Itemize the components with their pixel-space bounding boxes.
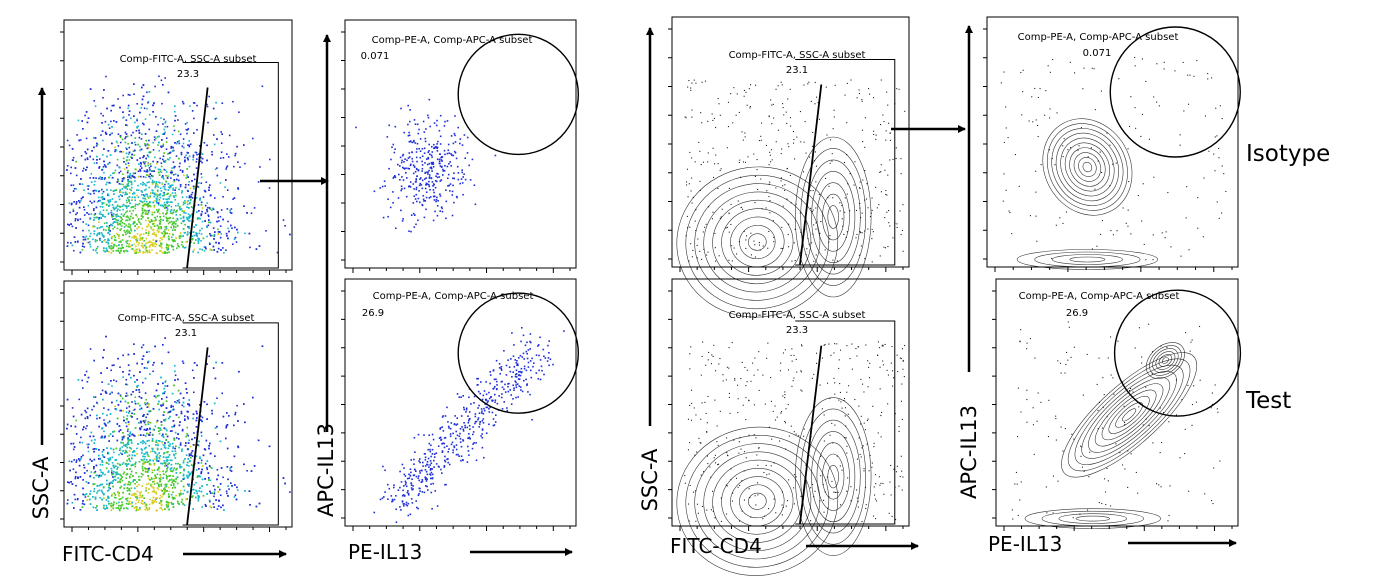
gate-value: 23.1 bbox=[175, 328, 197, 339]
axis-x-fitc-dot: FITC-CD4 bbox=[62, 542, 287, 566]
gate-value: 0.071 bbox=[361, 51, 390, 62]
gate-title: Comp-PE-A, Comp-APC-A subset bbox=[1018, 32, 1179, 43]
ylabel: APC-IL13 bbox=[314, 423, 338, 517]
panel-contour-il13-isotype: Comp-PE-A, Comp-APC-A subset 0.071 bbox=[983, 16, 1241, 272]
gate-value: 23.1 bbox=[786, 65, 808, 76]
gate-value: 23.3 bbox=[177, 69, 199, 80]
scatter-layer bbox=[373, 327, 565, 523]
panel-dot-il13-isotype: Comp-PE-A, Comp-APC-A subset 0.071 bbox=[341, 19, 580, 273]
panel-contour-cd4-test: Comp-FITC-A, SSC-A subset 23.3 bbox=[668, 278, 910, 576]
row-label-test: Test bbox=[1245, 388, 1291, 414]
axis-x-fitc-contour: FITC-CD4 bbox=[670, 534, 919, 558]
ylabel: SSC-A bbox=[29, 456, 53, 519]
scatter-layer bbox=[355, 98, 497, 233]
ylabel: SSC-A bbox=[638, 448, 662, 511]
gate-value: 23.3 bbox=[786, 325, 808, 336]
gate-title: Comp-PE-A, Comp-APC-A subset bbox=[372, 35, 533, 46]
gate-title: Comp-FITC-A, SSC-A subset bbox=[729, 50, 866, 61]
scatter-layer bbox=[66, 335, 291, 512]
panel-dot-cd4-test: Comp-FITC-A, SSC-A subset 23.1 bbox=[60, 280, 293, 532]
gate-value: 0.071 bbox=[1083, 48, 1112, 59]
axis-y-apc-dot: APC-IL13 bbox=[314, 34, 338, 517]
row-label-isotype: Isotype bbox=[1246, 141, 1330, 167]
gate-value: 26.9 bbox=[362, 308, 384, 319]
ylabel: APC-IL13 bbox=[957, 405, 981, 499]
axis-x-pe-dot: PE-IL13 bbox=[348, 540, 573, 564]
scatter-layer bbox=[66, 75, 291, 255]
xlabel: PE-IL13 bbox=[348, 540, 422, 564]
panel-contour-il13-test: Comp-PE-A, Comp-APC-A subset 26.9 bbox=[992, 278, 1242, 531]
gate-title: Comp-FITC-A, SSC-A subset bbox=[120, 54, 257, 65]
gate-title: Comp-PE-A, Comp-APC-A subset bbox=[1019, 291, 1180, 302]
panel-dot-cd4-isotype: Comp-FITC-A, SSC-A subset 23.3 bbox=[60, 19, 293, 275]
axis-y-ssc-dot: SSC-A bbox=[29, 87, 53, 519]
axis-y-apc-contour: APC-IL13 bbox=[957, 25, 981, 499]
gate-title: Comp-FITC-A, SSC-A subset bbox=[729, 310, 866, 321]
gate-title: Comp-PE-A, Comp-APC-A subset bbox=[373, 291, 534, 302]
xlabel: FITC-CD4 bbox=[62, 542, 154, 566]
panel-contour-cd4-isotype: Comp-FITC-A, SSC-A subset 23.1 bbox=[668, 16, 910, 318]
xlabel: FITC-CD4 bbox=[670, 534, 762, 558]
xlabel: PE-IL13 bbox=[988, 532, 1062, 556]
gate-value: 26.9 bbox=[1066, 308, 1088, 319]
axis-y-ssc-contour: SSC-A bbox=[638, 27, 662, 511]
panel-dot-il13-test: Comp-PE-A, Comp-APC-A subset 26.9 bbox=[341, 278, 580, 531]
gate-title: Comp-FITC-A, SSC-A subset bbox=[118, 313, 255, 324]
contour-layer bbox=[676, 79, 906, 318]
axis-x-pe-contour: PE-IL13 bbox=[988, 532, 1237, 556]
contour-layer bbox=[1011, 321, 1221, 529]
contour-layer bbox=[1000, 56, 1227, 270]
